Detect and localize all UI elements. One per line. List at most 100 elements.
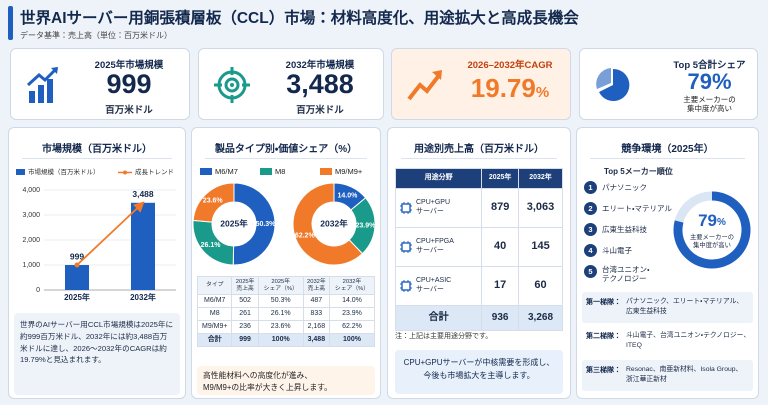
table-row: M9/M9+ 236 23.6% 2,168 62.2% [196, 320, 376, 334]
row-icon [399, 201, 416, 215]
kpi-value: 79% [687, 69, 732, 94]
table-row: 合計 936 3,268 [394, 305, 563, 331]
kpi-value-row: 19.79% [454, 73, 566, 104]
tier-text: 斗山電子、台湾ユニオン・テクノロジー、 ITEQ [626, 332, 751, 349]
cell: 3,063 [518, 188, 563, 228]
kpi-value: 19.79 [470, 73, 536, 103]
slice-label: 26.1% [201, 242, 222, 249]
x-tick-label: 2025年 [64, 292, 90, 302]
ring-number: 79 [698, 211, 717, 230]
donut-slice [192, 182, 235, 223]
legend-swatch [200, 168, 212, 175]
value-label: 3,488 [132, 189, 154, 199]
rank-name: パナソニック [602, 183, 647, 192]
cell: 145 [518, 227, 563, 267]
legend-swatch [16, 169, 25, 175]
header-cell: 2025年 売上高 [231, 276, 259, 295]
cell: 833 [302, 307, 330, 321]
rank-name: 台湾ユニオン・ テクノロジー [602, 265, 650, 284]
rank-badge: 4 [584, 244, 597, 257]
y-tick-label: 0 [36, 287, 40, 294]
panel-title-rule [22, 158, 172, 159]
slice-label: 50.3% [256, 221, 277, 228]
kpi-card: 2032年市場規模 3,488 百万米ドル [198, 48, 384, 120]
ring-value: 79% [698, 211, 726, 230]
ring-unit: % [717, 217, 726, 228]
cell: 50.3% [257, 294, 304, 308]
kpi-card: 2025年市場規模 999 百万米ドル [10, 48, 190, 120]
cell: 14.0% [328, 294, 376, 308]
legend-swatch [320, 168, 332, 175]
panel-title-rule [205, 158, 367, 159]
kpi-card: Top 5合計シェア 79% 主要メーカーの 集中度が高い [579, 48, 758, 120]
bar [65, 265, 89, 290]
product-table: タイプ 2025年 売上高 2025年 シェア（%） 2032年 売上高 2032年 シ… [196, 276, 376, 347]
y-tick-label: 4,000 [22, 187, 40, 194]
rank-name: エリート・マテリアル [602, 204, 672, 213]
y-tick-label: 1,000 [22, 262, 40, 269]
legend-label: M8 [275, 167, 285, 176]
rank-badge: 3 [584, 223, 597, 236]
application-callout: CPU+GPUサーバーが中核需要を形成し、 今後も市場拡大を主導します。 [395, 350, 563, 394]
table: 用途分野 2025年 2032年 CPU+GPU サーバー 879 3,063 CPU+FP… [394, 168, 563, 331]
kpi-note: 主要メーカーの 集中度が高い [683, 95, 736, 113]
kpi-value: 3,488 [286, 69, 354, 99]
application-footnote: 注：上記は主要用途分野です。 [395, 333, 493, 340]
cell: 60 [518, 266, 563, 306]
kpi-unit: 百万米ドル [105, 105, 153, 116]
tier-row [582, 292, 753, 323]
cell: 487 [302, 294, 330, 308]
bar [131, 202, 155, 290]
tier-text: Resonac、南亜新材料、Isola Group、 浙江華正新材 [626, 366, 743, 383]
value-label: 999 [70, 251, 84, 261]
cell: CPU+GPU サーバー [394, 188, 483, 228]
application-table: 用途分野 2025年 2032年 CPU+GPU サーバー 879 3,063 CPU+FP… [394, 168, 563, 331]
cell: 23.9% [328, 307, 376, 321]
ranking-subtitle: Top 5メーカー順位 [604, 167, 673, 176]
product-note: 高性能材料への高度化が進み、 M9/M9+の比率が大きく上昇します。 [197, 366, 375, 395]
page-subtitle: データ基準：売上高（単位：百万米ドル） [20, 31, 172, 40]
tier-text: パナソニック、エリート・マテリアル、 広東生益科技 [626, 298, 744, 315]
trend-line [76, 201, 145, 266]
kpi-unit: % [535, 84, 550, 101]
cell: 936 [481, 305, 520, 331]
cell: 合計 [394, 305, 483, 331]
donut-slice [232, 182, 276, 266]
legend-label: M9/M9+ [335, 167, 363, 176]
slice-label: 23.6% [203, 198, 224, 205]
kpi-icon [214, 67, 250, 103]
chip-icon [400, 241, 412, 253]
tier-label: 第二梯隊： [586, 333, 621, 340]
y-tick-label: 3,000 [22, 212, 40, 219]
kpi-value: 999 [106, 69, 152, 99]
kpi-label: Top 5合計シェア [673, 60, 746, 71]
cell: CPU+ASIC サーバー [394, 266, 483, 306]
cell: 26.1% [257, 307, 304, 321]
cell: M6/M7 [196, 294, 233, 308]
cell: 3,488 [302, 333, 330, 347]
rank-name: 斗山電子 [602, 246, 632, 255]
slice-label: 14.0% [337, 192, 358, 199]
rank-name: 広東生益科技 [602, 225, 647, 234]
trend-dot [74, 262, 80, 268]
header-cell: 用途分野 [394, 168, 483, 189]
market-note: 世界のAIサーバー用CCL市場規模は2025年に約999百万米ドル、2032年に… [14, 313, 180, 395]
tier-row [582, 326, 753, 357]
cell: CPU+FPGA サーバー [394, 227, 483, 267]
page-title: 世界AIサーバー用銅張積層板（CCL）市場：材料高度化、用途拡大と高成長機会 [20, 10, 579, 27]
table-row: M8 261 26.1% 833 23.9% [196, 307, 376, 321]
kpi-icon [407, 70, 442, 101]
legend-dot [123, 170, 127, 175]
header-cell: 2025年 シェア（%） [257, 276, 304, 295]
cell: 17 [481, 266, 520, 306]
row-icon [399, 240, 416, 254]
kpi-card: 2026–2032年CAGR 19.79% [391, 48, 571, 120]
cell: 100% [257, 333, 304, 347]
tier-label: 第三梯隊： [586, 367, 621, 374]
slice-label: 62.2% [295, 233, 316, 240]
chip-icon [400, 202, 412, 214]
panel-title: 製品タイプ別・価値シェア（%） [214, 144, 358, 155]
cell: 999 [231, 333, 259, 347]
rank-badge: 1 [584, 181, 597, 194]
